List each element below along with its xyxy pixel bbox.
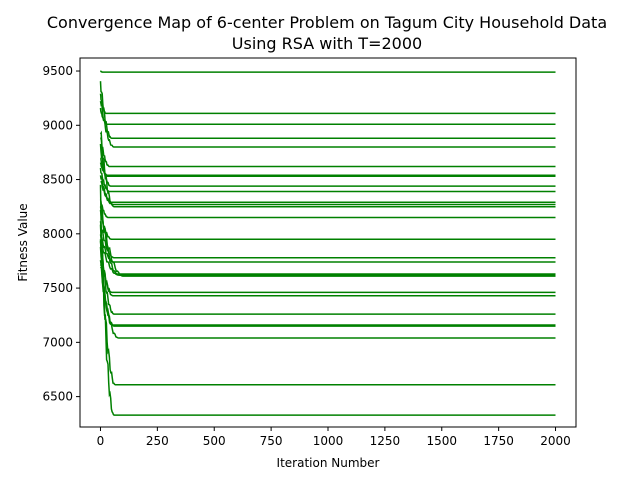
x-tick-label: 750 bbox=[260, 434, 283, 448]
series-line bbox=[100, 266, 556, 339]
series-line bbox=[99, 199, 556, 219]
series-line bbox=[99, 241, 556, 294]
series-line bbox=[99, 209, 556, 240]
series-line bbox=[99, 184, 556, 416]
x-tick-label: 1750 bbox=[483, 434, 514, 448]
y-tick-label: 9000 bbox=[42, 118, 73, 132]
series-line bbox=[99, 130, 556, 208]
plot-frame bbox=[79, 57, 577, 428]
series-line bbox=[99, 246, 556, 297]
series-line bbox=[99, 93, 556, 115]
x-tick-label: 1250 bbox=[370, 434, 401, 448]
series-line bbox=[100, 136, 556, 168]
series-line bbox=[99, 167, 556, 193]
chart-title-line-1: Convergence Map of 6-center Problem on T… bbox=[47, 13, 607, 32]
y-axis-label: Fitness Value bbox=[16, 203, 30, 281]
series-line bbox=[99, 162, 556, 178]
y-tick-label: 8500 bbox=[42, 173, 73, 187]
series-line bbox=[99, 107, 556, 125]
series-line bbox=[99, 205, 556, 277]
series-line bbox=[100, 239, 556, 276]
y-tick-label: 6500 bbox=[42, 390, 73, 404]
y-tick-label: 9500 bbox=[42, 64, 73, 78]
chart-title-line-2: Using RSA with T=2000 bbox=[232, 34, 422, 53]
series-layer bbox=[99, 70, 556, 416]
x-tick-label: 1500 bbox=[426, 434, 457, 448]
y-tick-label: 8000 bbox=[42, 227, 73, 241]
series-line bbox=[99, 175, 556, 204]
series-line bbox=[99, 100, 556, 148]
series-line bbox=[99, 81, 556, 140]
x-tick-label: 250 bbox=[146, 434, 169, 448]
x-tick-label: 500 bbox=[203, 434, 226, 448]
series-line bbox=[99, 143, 556, 187]
x-axis-ticks: 0 250 500 750 1000 1250 1500 1750 2000 bbox=[97, 427, 571, 448]
x-tick-label: 0 bbox=[97, 434, 105, 448]
x-tick-label: 1000 bbox=[313, 434, 344, 448]
series-line bbox=[100, 180, 556, 206]
x-axis-label: Iteration Number bbox=[277, 456, 380, 470]
y-tick-label: 7500 bbox=[42, 281, 73, 295]
series-line bbox=[99, 224, 556, 386]
x-tick-label: 2000 bbox=[540, 434, 571, 448]
series-line bbox=[99, 70, 556, 73]
y-tick-label: 7000 bbox=[42, 335, 73, 349]
y-axis-ticks: 6500 7000 7500 8000 8500 9000 9500 bbox=[42, 64, 80, 404]
